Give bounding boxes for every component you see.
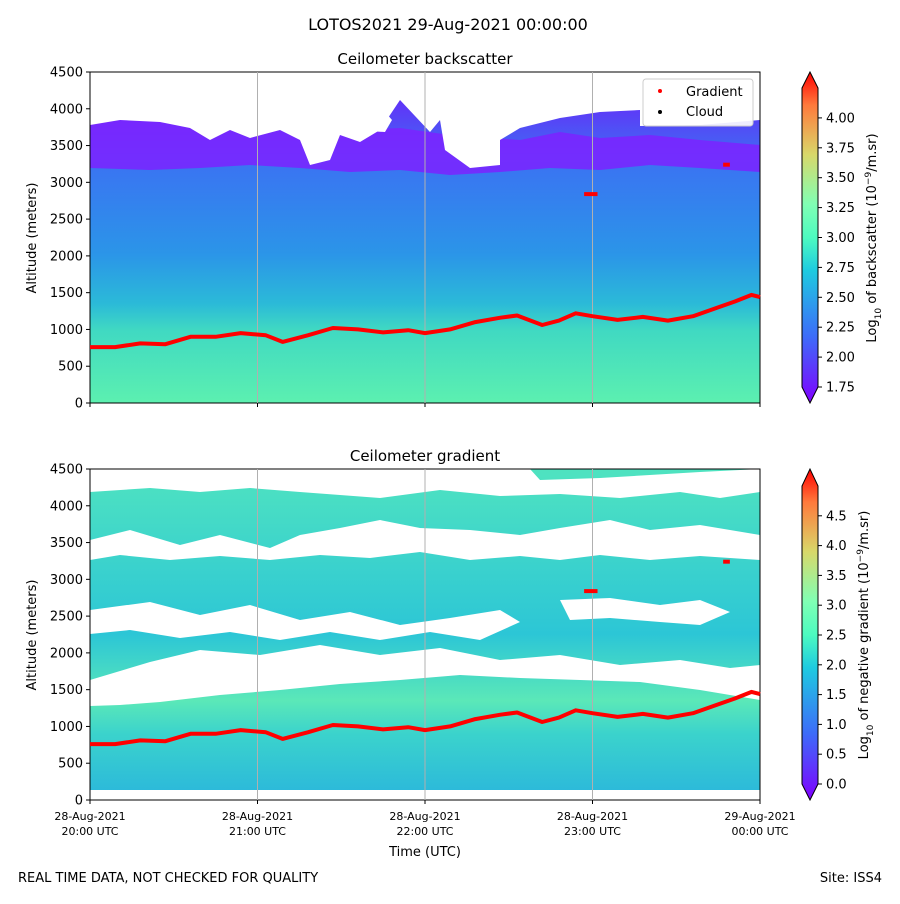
colorbar-tick-label: 0.0	[826, 778, 847, 793]
y-tick-label: 0	[75, 397, 83, 412]
legend-cloud-label: Cloud	[686, 105, 723, 120]
bottom-chart-title: Ceilometer gradient	[350, 447, 500, 465]
y-tick-label: 2000	[50, 646, 83, 661]
bottom-x-gridlines	[257, 469, 593, 800]
top-x-gridlines	[257, 72, 593, 403]
bottom-elevated-segments	[584, 559, 730, 594]
y-tick-label: 1000	[50, 323, 83, 338]
footer-quality-note: REAL TIME DATA, NOT CHECKED FOR QUALITY	[18, 871, 318, 886]
legend-gradient-marker	[658, 89, 662, 93]
y-tick-label: 3500	[50, 536, 83, 551]
y-tick-label: 4500	[50, 463, 83, 478]
x-tick-time: 22:00 UTC	[396, 825, 453, 838]
bottom-x-ticks: 28-Aug-2021 20:00 UTC 28-Aug-2021 21:00 UTC…	[54, 800, 796, 838]
backscatter-colorbar-ticks: 1.75 2.00 2.25 2.50 2.75 3.00 3.25 3.50 3.75 4.00	[818, 111, 855, 396]
colorbar-tick-label: 1.5	[826, 688, 847, 703]
top-elevated-segments	[584, 162, 730, 197]
x-tick-date: 28-Aug-2021	[557, 810, 628, 823]
colorbar-tick-label: 3.50	[826, 171, 855, 186]
colorbar-tick-label: 2.25	[826, 321, 855, 336]
colorbar-tick-label: 4.0	[826, 539, 847, 554]
bottom-axes: 0 500 1000 1500 2000 2500 3000 3500 4000 4500 28-…	[25, 463, 796, 861]
colorbar-tick-label: 2.50	[826, 291, 855, 306]
figure-suptitle: LOTOS2021 29-Aug-2021 00:00:00	[308, 15, 588, 34]
colorbar-tick-label: 0.5	[826, 748, 847, 763]
x-tick-date: 28-Aug-2021	[389, 810, 460, 823]
y-tick-label: 4000	[50, 499, 83, 514]
backscatter-colorbar: 1.75 2.00 2.25 2.50 2.75 3.00 3.25 3.50 3.75 4.00…	[801, 70, 884, 405]
y-tick-label: 2500	[50, 213, 83, 228]
legend: Gradient Cloud	[642, 78, 754, 127]
y-tick-label: 3000	[50, 573, 83, 588]
legend-gradient-label: Gradient	[686, 85, 743, 100]
x-tick-date: 28-Aug-2021	[54, 810, 125, 823]
colorbar-tick-label: 2.0	[826, 658, 847, 673]
top-gradient-height-line	[90, 292, 761, 350]
backscatter-colorbar-label: Log10 of backscatter (10−9/m.sr)	[864, 133, 884, 342]
y-tick-label: 1500	[50, 683, 83, 698]
top-y-ticks: 0 500 1000 1500 2000 2500 3000 3500 4000 4500	[50, 66, 90, 412]
x-tick-date: 28-Aug-2021	[222, 810, 293, 823]
colorbar-tick-label: 3.5	[826, 569, 847, 584]
gradient-colorbar-ticks: 0.0 0.5 1.0 1.5 2.0 2.5 3.0 3.5 4.0 4.5	[818, 509, 847, 793]
x-tick-time: 00:00 UTC	[731, 825, 788, 838]
colorbar-tick-label: 2.00	[826, 351, 855, 366]
colorbar-tick-label: 1.75	[826, 381, 855, 396]
gradient-colorbar-bar	[801, 467, 819, 802]
colorbar-tick-label: 2.5	[826, 629, 847, 644]
y-tick-label: 500	[58, 360, 83, 375]
top-y-axis-label: Altitude (meters)	[25, 183, 40, 294]
y-tick-label: 500	[58, 757, 83, 772]
footer-site: Site: ISS4	[820, 871, 882, 886]
x-axis-label: Time (UTC)	[388, 845, 461, 860]
colorbar-tick-label: 4.5	[826, 509, 847, 524]
y-tick-label: 2500	[50, 610, 83, 625]
y-tick-label: 4500	[50, 66, 83, 81]
x-tick-time: 23:00 UTC	[564, 825, 621, 838]
colorbar-tick-label: 3.0	[826, 599, 847, 614]
legend-cloud-marker	[658, 110, 662, 114]
y-tick-label: 1000	[50, 720, 83, 735]
backscatter-cloud-gap	[345, 106, 392, 132]
gradient-colorbar-label: Log10 of negative gradient (10−9/m.sr)	[856, 511, 876, 760]
top-x-ticks	[89, 403, 761, 407]
colorbar-tick-label: 4.00	[826, 111, 855, 126]
y-tick-label: 1500	[50, 286, 83, 301]
top-chart-title: Ceilometer backscatter	[337, 50, 513, 68]
colorbar-tick-label: 2.75	[826, 261, 855, 276]
y-tick-label: 0	[75, 794, 83, 809]
y-tick-label: 2000	[50, 249, 83, 264]
top-axes: 0 500 1000 1500 2000 2500 3000 3500 4000 4500 Alt…	[25, 66, 761, 412]
x-tick-time: 20:00 UTC	[61, 825, 118, 838]
colorbar-tick-label: 1.0	[826, 718, 847, 733]
x-tick-date: 29-Aug-2021	[724, 810, 795, 823]
y-tick-label: 4000	[50, 102, 83, 117]
bottom-y-ticks: 0 500 1000 1500 2000 2500 3000 3500 4000 4500	[50, 463, 90, 809]
colorbar-tick-label: 3.00	[826, 231, 855, 246]
y-tick-label: 3000	[50, 176, 83, 191]
colorbar-tick-label: 3.75	[826, 141, 855, 156]
bottom-y-axis-label: Altitude (meters)	[25, 580, 40, 691]
backscatter-colorbar-bar	[801, 70, 819, 405]
colorbar-tick-label: 3.25	[826, 201, 855, 216]
bottom-gradient-height-line	[90, 689, 761, 747]
y-tick-label: 3500	[50, 139, 83, 154]
gradient-colorbar: 0.0 0.5 1.0 1.5 2.0 2.5 3.0 3.5 4.0 4.5 Log10 of …	[801, 467, 876, 802]
x-tick-time: 21:00 UTC	[229, 825, 286, 838]
